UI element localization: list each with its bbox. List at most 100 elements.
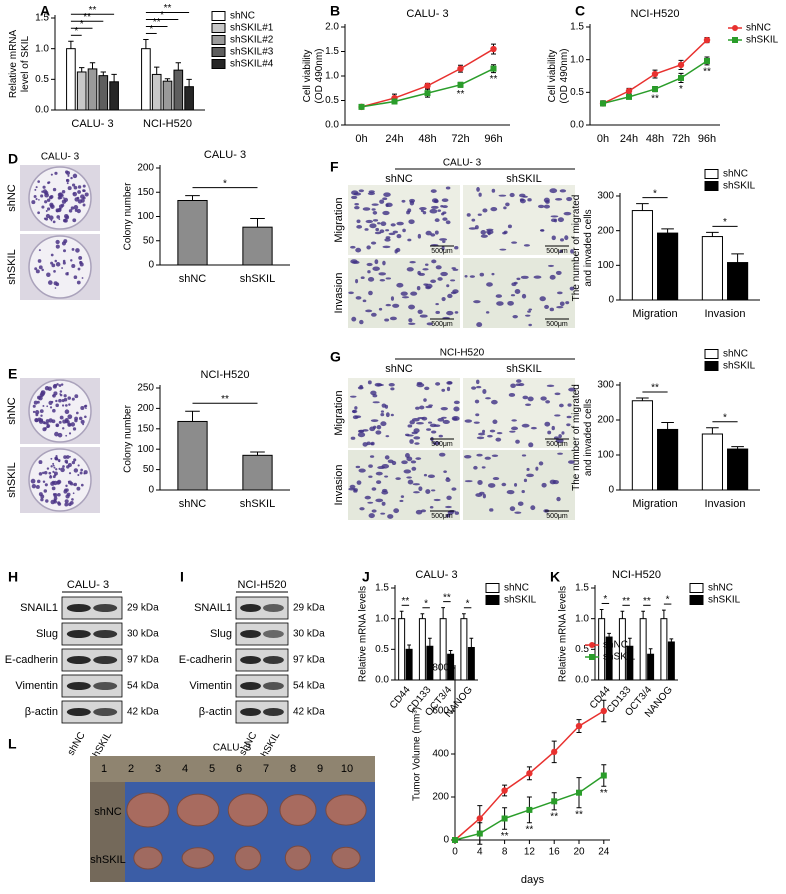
cell bbox=[392, 230, 399, 234]
cell bbox=[368, 290, 373, 296]
colony bbox=[71, 248, 75, 251]
cell bbox=[377, 222, 381, 225]
marker bbox=[490, 45, 497, 53]
cell bbox=[388, 382, 395, 387]
cell bbox=[489, 429, 496, 433]
cell bbox=[503, 206, 507, 210]
error-bar bbox=[706, 231, 719, 237]
x-tick-label: 24 bbox=[598, 847, 610, 858]
cell bbox=[409, 439, 414, 444]
colony bbox=[61, 189, 66, 194]
colony bbox=[57, 196, 61, 200]
cell bbox=[396, 233, 402, 239]
colony bbox=[72, 427, 77, 431]
cell bbox=[446, 386, 451, 392]
error-bar bbox=[420, 613, 425, 619]
colony bbox=[76, 208, 81, 214]
marker bbox=[457, 81, 464, 88]
marker bbox=[526, 770, 533, 777]
row-label: shSKIL bbox=[90, 854, 125, 866]
cell bbox=[517, 501, 524, 506]
bar bbox=[151, 73, 162, 111]
cell bbox=[544, 304, 550, 309]
colony bbox=[53, 466, 56, 469]
x-tick-label: NCI-H520 bbox=[143, 118, 192, 130]
tumor bbox=[325, 794, 367, 826]
legend-label: shNC bbox=[723, 349, 748, 360]
row-label: Invasion bbox=[333, 465, 345, 506]
blot-strip bbox=[235, 596, 289, 620]
chart-title: NCI-H520 bbox=[612, 569, 661, 581]
protein-label: Vimentin bbox=[189, 680, 232, 692]
colony bbox=[80, 468, 84, 472]
protein-label: β-actin bbox=[25, 706, 58, 718]
y-axis-label: Colony number bbox=[123, 404, 134, 472]
significance-label: * bbox=[466, 598, 470, 609]
legend-label: shSKIL bbox=[603, 652, 636, 663]
significance-label: ** bbox=[703, 67, 711, 78]
cell bbox=[413, 491, 420, 494]
colony bbox=[44, 190, 49, 195]
marker bbox=[452, 837, 458, 843]
significance-label: * bbox=[80, 19, 84, 30]
y-tick-label: 300 bbox=[597, 380, 614, 391]
cell bbox=[356, 480, 362, 485]
colony bbox=[70, 206, 75, 210]
bar bbox=[605, 636, 613, 681]
cell bbox=[381, 403, 387, 408]
colony bbox=[34, 418, 39, 423]
colony bbox=[73, 468, 79, 473]
colony bbox=[58, 460, 61, 463]
legend-marker bbox=[589, 654, 595, 660]
cell bbox=[514, 483, 518, 487]
cell bbox=[408, 304, 416, 310]
cell bbox=[390, 413, 394, 417]
y-tick-label: 200 bbox=[597, 225, 614, 236]
cell bbox=[528, 308, 533, 311]
colony bbox=[66, 178, 70, 183]
colony bbox=[69, 455, 71, 458]
colony bbox=[62, 261, 66, 265]
cell bbox=[492, 419, 498, 425]
bar bbox=[631, 210, 653, 301]
cell bbox=[420, 209, 424, 213]
colony bbox=[45, 210, 48, 212]
cell bbox=[471, 218, 476, 222]
error-bar bbox=[111, 73, 117, 82]
cell bbox=[376, 383, 385, 387]
cell bbox=[549, 479, 556, 485]
y-tick-label: 300 bbox=[597, 191, 614, 202]
colony bbox=[81, 277, 84, 279]
blot-title: NCI-H520 bbox=[238, 579, 287, 591]
colony bbox=[49, 474, 52, 477]
panel-letter: F bbox=[330, 159, 339, 175]
error-bar bbox=[669, 638, 674, 642]
cell bbox=[358, 189, 365, 193]
colony bbox=[63, 249, 67, 253]
cell bbox=[385, 236, 391, 239]
colony bbox=[54, 171, 58, 175]
cell bbox=[549, 274, 556, 280]
significance-label: * bbox=[653, 188, 657, 199]
panel-letter: G bbox=[330, 349, 341, 365]
colony bbox=[68, 403, 71, 406]
cell bbox=[352, 415, 359, 420]
colony bbox=[59, 415, 64, 420]
cell bbox=[549, 188, 558, 194]
cell bbox=[551, 425, 555, 431]
cell bbox=[559, 301, 565, 307]
chart-title: CALU- 3 bbox=[415, 569, 457, 581]
colony bbox=[71, 263, 76, 269]
colony bbox=[79, 260, 83, 265]
colony bbox=[67, 414, 73, 420]
size-label: 97 kDa bbox=[127, 655, 159, 666]
size-label: 42 kDa bbox=[293, 707, 325, 718]
size-label: 54 kDa bbox=[127, 681, 159, 692]
significance-label: ** bbox=[501, 831, 509, 842]
x-tick-label: Migration bbox=[632, 308, 677, 320]
colony bbox=[40, 194, 44, 198]
x-tick-label: 96h bbox=[698, 133, 716, 145]
cell bbox=[354, 206, 360, 210]
y-tick-label: 1.5 bbox=[375, 583, 389, 594]
colony bbox=[55, 239, 60, 245]
